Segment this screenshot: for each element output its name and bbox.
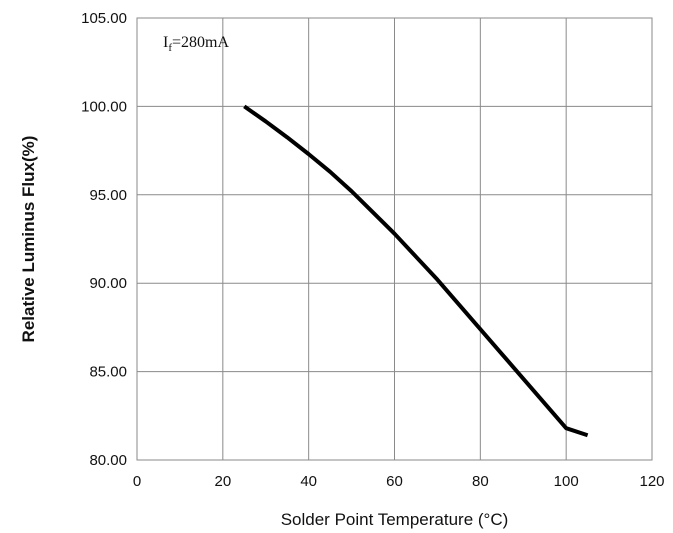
x-tick-label: 120 (639, 473, 664, 490)
annotation-main: I (163, 34, 168, 51)
y-tick-label: 95.00 (89, 187, 127, 204)
x-tick-label: 80 (472, 473, 489, 490)
x-tick-label: 20 (214, 473, 231, 490)
x-tick-label: 0 (133, 473, 141, 490)
y-tick-label: 100.00 (81, 98, 127, 115)
annotation-subscript: f (168, 42, 172, 54)
current-annotation: If=280mA (163, 34, 229, 54)
x-axis-title: Solder Point Temperature (°C) (281, 510, 509, 529)
annotation-value: =280mA (172, 34, 229, 51)
x-tick-labels: 0 20 40 60 80 100 120 (133, 473, 665, 490)
y-tick-labels: 80.00 85.00 90.00 95.00 100.00 105.00 (81, 10, 127, 469)
grid-lines (136, 17, 653, 461)
series-line (243, 104, 589, 438)
x-tick-label: 100 (554, 473, 579, 490)
y-tick-label: 80.00 (89, 452, 127, 469)
y-tick-label: 85.00 (89, 364, 127, 381)
x-tick-label: 60 (386, 473, 403, 490)
y-tick-label: 105.00 (81, 10, 127, 27)
x-tick-label: 40 (300, 473, 317, 490)
y-axis-title: Relative Luminus Flux(%) (19, 136, 38, 343)
y-tick-label: 90.00 (89, 275, 127, 292)
plot-area-frame (136, 17, 653, 461)
series-group (243, 104, 589, 438)
